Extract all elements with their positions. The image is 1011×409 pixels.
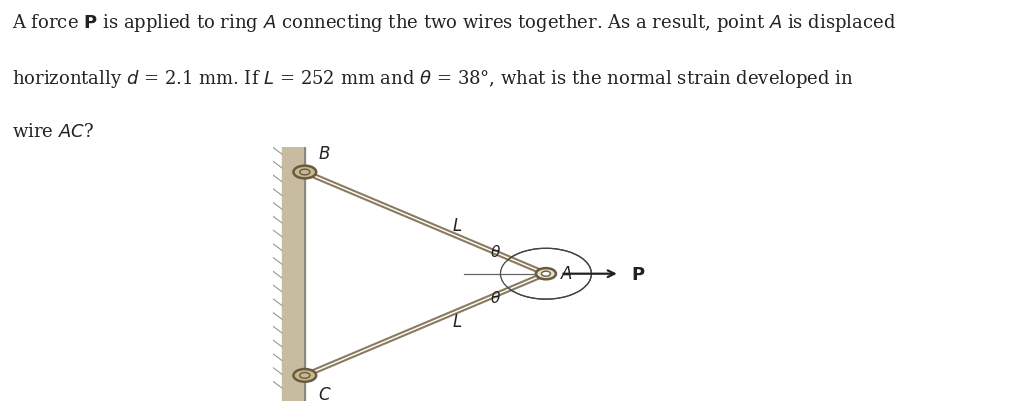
Circle shape (542, 272, 550, 276)
Text: horizontally $d$ = 2.1 mm. If $L$ = 252 mm and $\theta$ = 38°, what is the norma: horizontally $d$ = 2.1 mm. If $L$ = 252 … (12, 67, 854, 90)
Circle shape (293, 166, 316, 179)
Circle shape (536, 268, 556, 280)
Text: $L$: $L$ (452, 314, 462, 331)
Text: $C$: $C$ (318, 386, 332, 402)
Text: $\mathbf{P}$: $\mathbf{P}$ (631, 265, 645, 283)
Text: $\theta$: $\theta$ (490, 243, 501, 259)
Text: $A$: $A$ (560, 265, 573, 283)
Text: $B$: $B$ (318, 146, 331, 162)
Text: A force $\mathbf{P}$ is applied to ring $A$ connecting the two wires together. A: A force $\mathbf{P}$ is applied to ring … (12, 12, 896, 34)
Circle shape (293, 369, 316, 382)
Text: wire $AC$?: wire $AC$? (12, 123, 94, 141)
Text: $L$: $L$ (452, 217, 462, 234)
Bar (282, 147, 305, 401)
Text: $\theta$: $\theta$ (490, 289, 501, 305)
